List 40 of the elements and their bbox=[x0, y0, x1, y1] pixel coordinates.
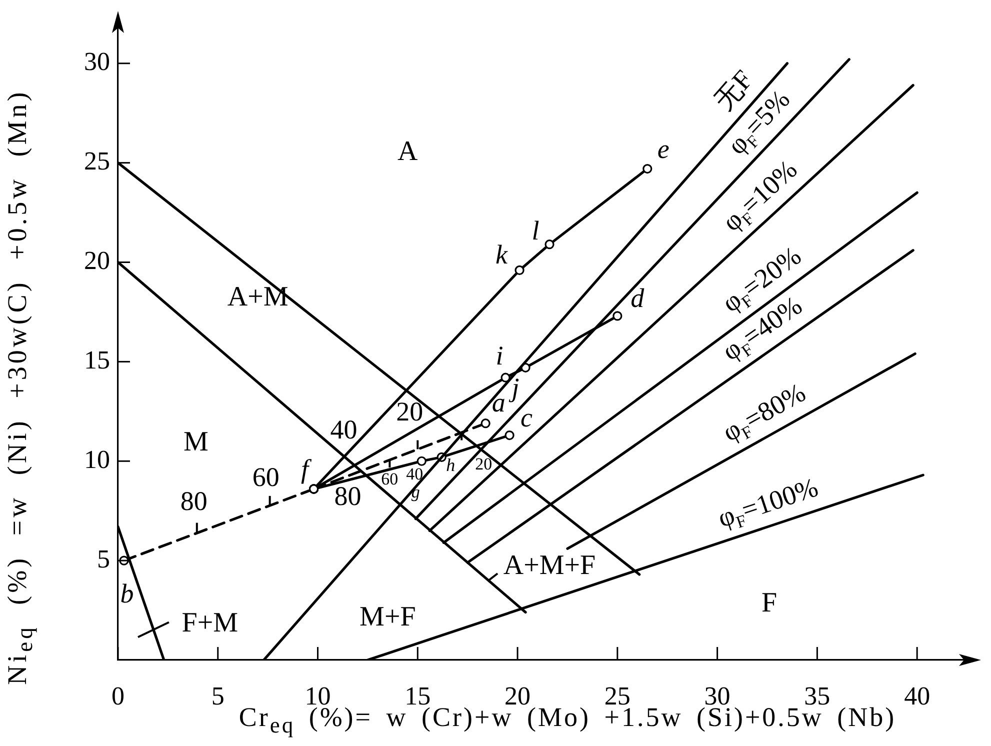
annotation: c bbox=[520, 402, 533, 432]
annotation: 40 bbox=[406, 464, 424, 484]
annotation: 20 bbox=[475, 454, 492, 474]
annotation: f bbox=[301, 454, 312, 484]
y-tick-label: 5 bbox=[97, 544, 110, 574]
x-tick-label: 5 bbox=[211, 681, 224, 710]
x-tick-label: 40 bbox=[904, 681, 930, 710]
annotation: 80 bbox=[180, 486, 208, 516]
x-tick-label: 20 bbox=[504, 681, 531, 710]
annotation: a bbox=[492, 387, 506, 418]
annotation: M bbox=[183, 426, 208, 458]
annotation: e bbox=[657, 134, 670, 164]
annotation: A bbox=[398, 136, 419, 168]
annotation: l bbox=[532, 215, 540, 246]
y-tick-label: 30 bbox=[84, 47, 110, 76]
annotation: 60 bbox=[381, 469, 398, 488]
annotation: 20 bbox=[396, 396, 424, 426]
y-tick-label: 10 bbox=[84, 444, 110, 474]
annotation: b bbox=[120, 578, 134, 609]
annotation: 80 bbox=[334, 481, 362, 512]
text: φF=100% bbox=[714, 472, 822, 534]
annotation: i bbox=[496, 340, 504, 371]
annotation: 40 bbox=[330, 414, 358, 444]
annotation: A+M bbox=[227, 281, 288, 312]
x-tick-label: 35 bbox=[804, 681, 830, 710]
text: φF=80% bbox=[717, 377, 810, 448]
annotation: F bbox=[761, 588, 778, 619]
annotation: k bbox=[496, 239, 509, 270]
y-tick-label: 15 bbox=[84, 346, 110, 375]
y-tick-label: 20 bbox=[84, 246, 110, 276]
annotation: j bbox=[508, 372, 520, 403]
annotation: g bbox=[411, 482, 420, 502]
x-tick-label: 0 bbox=[112, 681, 124, 710]
annotation: A+M+F bbox=[503, 550, 596, 581]
y-tick-label: 25 bbox=[84, 146, 110, 176]
annotation: 60 bbox=[252, 462, 280, 492]
annotation: d bbox=[630, 283, 645, 314]
annotation: h bbox=[446, 454, 456, 475]
annotation: M+F bbox=[360, 602, 416, 633]
annotation: F+M bbox=[182, 608, 238, 639]
